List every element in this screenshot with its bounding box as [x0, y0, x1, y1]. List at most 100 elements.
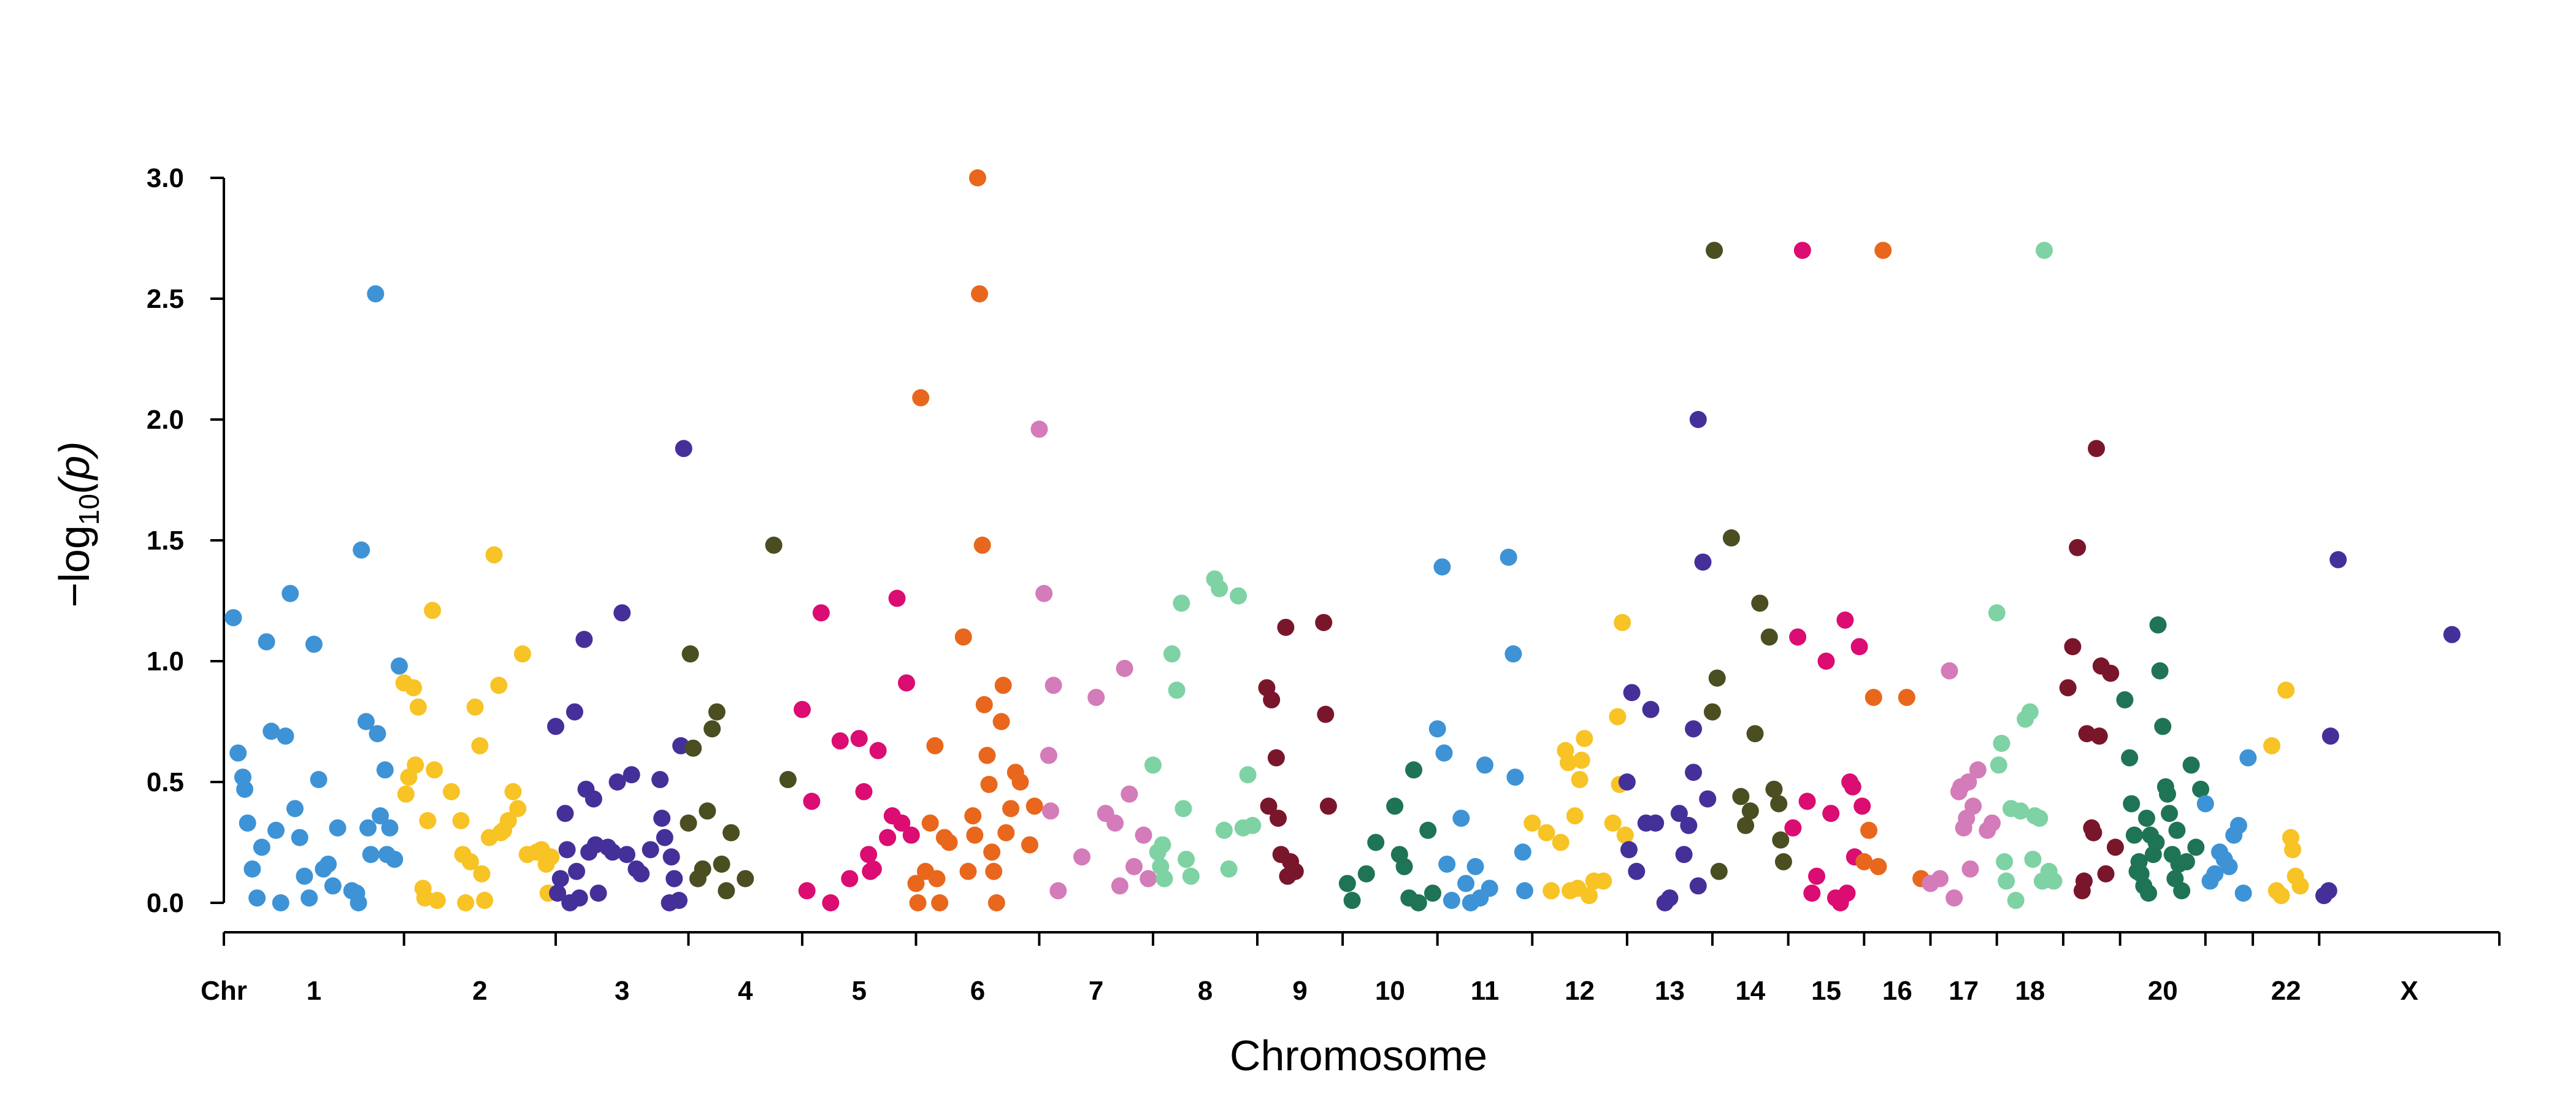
chromosome-label: 17: [1949, 976, 1979, 1006]
snp-point: [1481, 880, 1498, 897]
snp-point: [921, 814, 939, 832]
snp-point: [570, 889, 588, 907]
snp-point: [476, 892, 494, 910]
snp-point: [2116, 691, 2134, 709]
snp-point: [350, 894, 367, 911]
snp-point: [869, 742, 887, 759]
snp-point: [1317, 705, 1335, 723]
snp-point: [1604, 814, 1622, 832]
snp-point: [2154, 718, 2172, 735]
snp-point: [928, 870, 946, 887]
snp-point: [803, 792, 821, 810]
snp-point: [1576, 730, 1593, 748]
snp-point: [656, 829, 673, 846]
chromosome-label: 16: [1882, 976, 1912, 1006]
snp-point: [2064, 638, 2082, 656]
snp-point: [992, 713, 1010, 730]
snp-point: [1689, 411, 1707, 428]
snp-point: [556, 805, 574, 822]
snp-point: [2097, 865, 2115, 883]
snp-point: [452, 812, 470, 830]
snp-point: [1538, 824, 1555, 841]
snp-point: [1121, 785, 1138, 803]
snp-point: [812, 604, 830, 622]
snp-point: [263, 723, 280, 740]
snp-point: [980, 775, 998, 793]
snp-point: [2168, 821, 2186, 839]
snp-point: [1961, 860, 1979, 878]
snp-point: [1211, 580, 1229, 597]
snp-point: [1500, 548, 1517, 566]
y-tick-label: 0.0: [147, 888, 184, 918]
snp-point: [604, 843, 621, 861]
snp-point: [1616, 826, 1634, 844]
snp-point: [1817, 653, 1835, 670]
snp-point: [1772, 831, 1790, 849]
snp-point: [1642, 700, 1660, 718]
snp-point: [1798, 792, 1816, 810]
snp-point: [565, 703, 583, 721]
snp-point: [1969, 761, 1987, 779]
snp-point: [1685, 720, 1703, 738]
snp-point: [2069, 539, 2087, 556]
chromosome-label: 8: [1198, 976, 1213, 1006]
snp-point: [2161, 805, 2179, 822]
chromosome-label: 1: [307, 976, 321, 1006]
snp-point: [2085, 824, 2103, 841]
snp-point: [1746, 725, 1764, 743]
snp-point: [1111, 877, 1129, 895]
snp-point: [765, 536, 783, 554]
snp-point: [1168, 681, 1186, 699]
snp-point: [975, 696, 993, 713]
y-tick-label: 2.0: [147, 405, 184, 435]
snp-point: [1154, 836, 1171, 854]
snp-point: [708, 703, 726, 721]
snp-point: [1116, 659, 1133, 677]
snp-point: [2158, 785, 2176, 803]
snp-point: [681, 645, 699, 663]
snp-point: [1457, 875, 1475, 892]
snp-point: [699, 802, 716, 820]
snp-point: [2031, 810, 2049, 827]
snp-point: [461, 853, 479, 871]
chromosome-label: 7: [1089, 976, 1103, 1006]
snp-point: [1699, 790, 1717, 808]
snp-point: [1618, 773, 1636, 791]
snp-point: [1286, 862, 1304, 880]
snp-point: [286, 800, 304, 818]
snp-point: [409, 698, 427, 716]
chromosome-label: 2: [472, 976, 487, 1006]
snp-point: [1998, 872, 2015, 890]
snp-point: [2140, 884, 2158, 902]
snp-point: [1230, 587, 1248, 605]
snp-point: [1030, 420, 1048, 438]
snp-point: [1737, 816, 1755, 834]
snp-point: [272, 894, 289, 911]
snp-point: [2320, 882, 2337, 900]
chromosome-label: 20: [2148, 976, 2178, 1006]
snp-point: [369, 725, 386, 743]
snp-point: [2234, 884, 2252, 902]
snp-point: [301, 889, 318, 907]
snp-point: [320, 855, 337, 873]
snp-point: [2147, 834, 2165, 851]
snp-point: [1675, 846, 1693, 864]
snp-point: [1049, 882, 1067, 900]
snp-point: [1865, 689, 1882, 707]
snp-point: [1774, 853, 1792, 871]
snp-point: [324, 877, 342, 895]
snp-point: [372, 807, 389, 825]
snp-point: [1220, 860, 1238, 878]
snp-point: [608, 773, 626, 791]
snp-point: [1505, 645, 1522, 663]
chromosome-label: 12: [1565, 976, 1595, 1006]
snp-point: [888, 589, 906, 607]
snp-point: [1869, 857, 1887, 875]
snp-point: [2284, 841, 2302, 859]
snp-point: [2021, 703, 2039, 721]
snp-point: [1751, 594, 1769, 612]
snp-point: [2012, 802, 2030, 820]
snp-point: [471, 737, 489, 754]
snp-point: [983, 843, 1001, 861]
